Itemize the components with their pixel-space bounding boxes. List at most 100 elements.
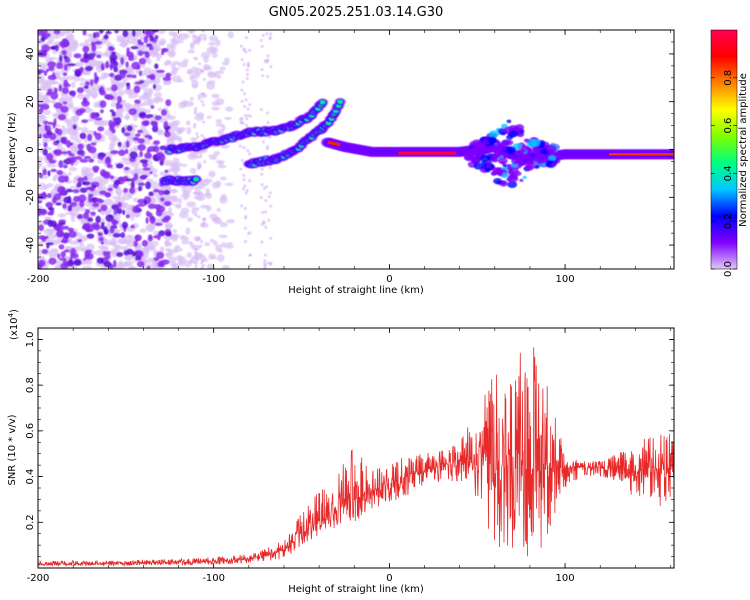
noise-point	[204, 242, 211, 247]
noise-point	[215, 160, 225, 164]
noise-point	[200, 261, 204, 265]
noise-point	[248, 253, 252, 257]
noise-point	[100, 119, 111, 126]
noise-point	[59, 262, 69, 269]
noise-point	[60, 251, 66, 258]
noise-point	[187, 68, 193, 75]
noise-point	[118, 222, 123, 229]
noise-point	[58, 84, 63, 92]
noise-point	[40, 37, 46, 42]
noise-point	[105, 94, 114, 101]
noise-point	[109, 57, 116, 65]
noise-point	[136, 203, 146, 207]
noise-point	[218, 249, 223, 253]
noise-point	[111, 138, 120, 142]
noise-point	[191, 83, 199, 89]
turbulence-point	[517, 155, 525, 161]
noise-point	[142, 92, 150, 100]
noise-point	[264, 225, 268, 229]
noise-point	[38, 30, 44, 36]
noise-point	[266, 121, 270, 125]
noise-point	[243, 105, 247, 109]
noise-point	[138, 112, 146, 118]
noise-point	[241, 80, 245, 84]
noise-point	[86, 143, 92, 152]
noise-point	[269, 261, 273, 265]
noise-point	[165, 99, 172, 107]
noise-point	[140, 174, 149, 178]
noise-point	[85, 249, 93, 254]
noise-point	[102, 250, 107, 256]
noise-point	[154, 115, 162, 121]
noise-point	[239, 44, 243, 48]
noise-point	[137, 182, 146, 187]
noise-point	[73, 259, 82, 266]
noise-point	[197, 97, 201, 101]
noise-point	[131, 250, 136, 257]
noise-point	[73, 41, 79, 49]
noise-point	[63, 63, 68, 71]
turbulence-point	[519, 178, 524, 182]
spectrogram-xlabel: Height of straight line (km)	[288, 285, 424, 296]
noise-point	[60, 31, 66, 36]
noise-point	[65, 119, 73, 125]
noise-point	[76, 183, 80, 188]
noise-point	[113, 208, 118, 215]
noise-point	[105, 251, 111, 255]
noise-point	[123, 187, 129, 193]
noise-point	[194, 114, 204, 122]
noise-point	[243, 206, 247, 210]
noise-point	[96, 257, 104, 265]
noise-point	[128, 54, 135, 62]
noise-point	[189, 97, 194, 101]
noise-point	[263, 59, 267, 63]
noise-point	[163, 215, 172, 221]
noise-point	[193, 185, 202, 191]
noise-point	[126, 47, 130, 55]
noise-point	[113, 229, 119, 234]
noise-point	[248, 179, 252, 183]
noise-point	[150, 121, 155, 126]
noise-point	[47, 170, 51, 177]
noise-point	[77, 213, 83, 219]
noise-point	[162, 48, 166, 53]
noise-point	[248, 48, 252, 52]
noise-point	[103, 261, 112, 268]
noise-point	[149, 240, 159, 247]
turbulence-point	[541, 154, 547, 158]
main-line-hot	[327, 140, 341, 147]
noise-point	[214, 39, 221, 47]
noise-point	[126, 74, 133, 78]
noise-point	[152, 30, 159, 33]
noise-point	[260, 68, 264, 72]
noise-point	[200, 69, 204, 73]
noise-point	[56, 128, 63, 136]
noise-point	[108, 214, 113, 219]
noise-point	[168, 256, 177, 263]
noise-point	[194, 250, 198, 254]
snr-series-line	[38, 347, 674, 568]
noise-point	[221, 61, 230, 66]
noise-point	[137, 138, 145, 144]
noise-point	[120, 57, 125, 65]
x-tick-label: 0	[386, 274, 392, 285]
noise-point	[115, 101, 121, 110]
noise-point	[264, 210, 268, 214]
noise-point	[111, 204, 119, 211]
noise-point	[172, 157, 180, 166]
noise-point	[239, 204, 243, 208]
noise-point	[175, 204, 182, 209]
noise-point	[187, 153, 197, 160]
noise-point	[56, 169, 64, 176]
noise-point	[200, 134, 204, 138]
noise-point	[79, 57, 88, 63]
y-tick-label: 1.0	[25, 331, 36, 347]
noise-point	[75, 155, 83, 160]
turbulence-point	[487, 136, 497, 144]
noise-point	[181, 239, 190, 245]
y-tick-label: 40	[25, 48, 36, 61]
noise-point	[66, 63, 76, 67]
noise-point	[155, 151, 164, 159]
